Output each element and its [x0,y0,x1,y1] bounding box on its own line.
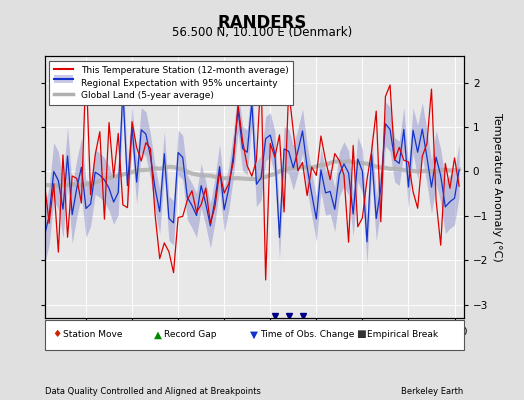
FancyBboxPatch shape [45,320,464,350]
Text: ♦: ♦ [52,330,62,339]
Text: ▲: ▲ [154,330,162,339]
Text: RANDERS: RANDERS [217,14,307,32]
Text: Berkeley Earth: Berkeley Earth [401,387,464,396]
Text: Empirical Break: Empirical Break [367,330,439,339]
Text: Station Move: Station Move [63,330,123,339]
Text: Time of Obs. Change: Time of Obs. Change [260,330,355,339]
Text: 56.500 N, 10.100 E (Denmark): 56.500 N, 10.100 E (Denmark) [172,26,352,39]
Y-axis label: Temperature Anomaly (°C): Temperature Anomaly (°C) [493,113,503,261]
Text: ■: ■ [356,330,366,339]
Text: ▼: ▼ [250,330,258,339]
Legend: This Temperature Station (12-month average), Regional Expectation with 95% uncer: This Temperature Station (12-month avera… [49,60,293,105]
Text: Record Gap: Record Gap [164,330,216,339]
Text: Data Quality Controlled and Aligned at Breakpoints: Data Quality Controlled and Aligned at B… [45,387,260,396]
